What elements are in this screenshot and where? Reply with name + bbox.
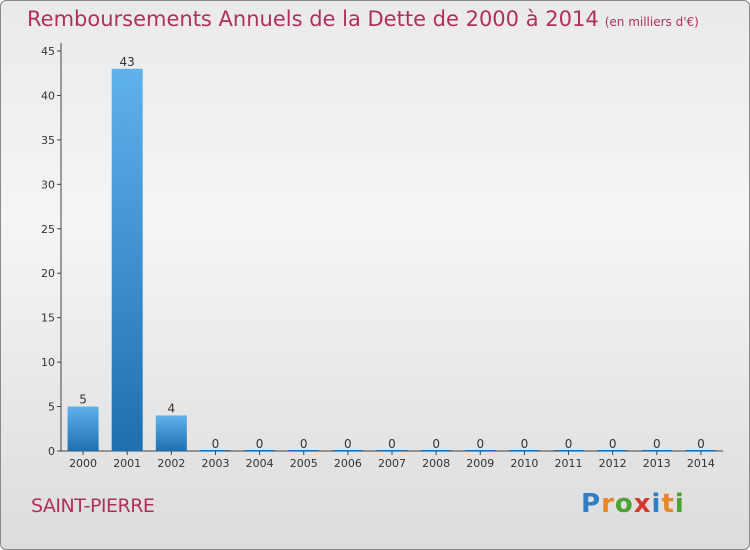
- proxiti-logo: Proxiti: [581, 489, 685, 519]
- commune-name: SAINT-PIERRE: [31, 495, 155, 517]
- data-label: 43: [120, 55, 135, 69]
- bar: [111, 68, 143, 452]
- y-tick-label: 35: [41, 134, 55, 147]
- x-tick-label: 2003: [201, 457, 229, 470]
- data-label: 4: [168, 401, 176, 415]
- logo-letter: r: [601, 489, 615, 519]
- y-tick-label: 15: [41, 312, 55, 325]
- bar: [376, 450, 408, 451]
- chart-title-text: Remboursements Annuels de la Dette de 20…: [27, 7, 599, 31]
- bar: [597, 450, 629, 451]
- bar: [332, 450, 364, 451]
- data-label: 0: [432, 437, 440, 451]
- y-tick-label: 20: [41, 267, 55, 280]
- bar: [288, 450, 320, 451]
- bar: [508, 450, 540, 451]
- data-label: 0: [300, 437, 308, 451]
- x-tick-label: 2011: [555, 457, 583, 470]
- data-label: 0: [697, 437, 705, 451]
- y-tick-label: 0: [48, 445, 55, 458]
- x-tick-label: 2009: [466, 457, 494, 470]
- bars: 5 43 4 0 0 0 0 0 0 0 0 0 0 0 0: [67, 55, 717, 452]
- x-tick-label: 2010: [510, 457, 538, 470]
- bar: [464, 450, 496, 451]
- x-tick-label: 2001: [113, 457, 141, 470]
- y-tick-label: 30: [41, 178, 55, 191]
- x-tick-label: 2013: [643, 457, 671, 470]
- x-tick-label: 2007: [378, 457, 406, 470]
- bar: [244, 450, 276, 451]
- data-label: 0: [609, 437, 617, 451]
- x-tick-label: 2006: [334, 457, 362, 470]
- x-tick-label: 2000: [69, 457, 97, 470]
- logo-letter: x: [633, 489, 652, 519]
- x-tick-label: 2004: [246, 457, 274, 470]
- unit-note: (en milliers d'€): [604, 15, 699, 29]
- logo-letter: o: [614, 489, 634, 519]
- logo-letter: P: [581, 489, 602, 519]
- x-tick-label: 2012: [599, 457, 627, 470]
- bar: [553, 450, 585, 451]
- data-label: 0: [212, 437, 220, 451]
- x-tick-label: 2005: [290, 457, 318, 470]
- data-label: 0: [476, 437, 484, 451]
- data-label: 0: [565, 437, 573, 451]
- x-tick-label: 2008: [422, 457, 450, 470]
- data-label: 0: [653, 437, 661, 451]
- bar: [420, 450, 452, 451]
- data-label: 0: [521, 437, 529, 451]
- data-label: 0: [388, 437, 396, 451]
- x-tick-label: 2002: [157, 457, 185, 470]
- bar: [155, 415, 187, 451]
- y-tick-label: 5: [48, 401, 55, 414]
- y-tick-label: 25: [41, 223, 55, 236]
- data-label: 0: [256, 437, 264, 451]
- bar: [641, 450, 673, 451]
- logo-letter: i: [651, 489, 662, 519]
- x-tick-label: 2014: [687, 457, 715, 470]
- bar: [199, 450, 231, 451]
- y-tick-label: 45: [41, 45, 55, 58]
- data-label: 5: [79, 393, 87, 407]
- logo-letter: t: [661, 489, 675, 519]
- y-tick-label: 40: [41, 89, 55, 102]
- y-tick-label: 10: [41, 356, 55, 369]
- bar: [67, 406, 99, 451]
- logo-letter: i: [674, 489, 685, 519]
- data-label: 0: [344, 437, 352, 451]
- bar: [685, 450, 717, 451]
- chart-title: Remboursements Annuels de la Dette de 20…: [27, 7, 699, 31]
